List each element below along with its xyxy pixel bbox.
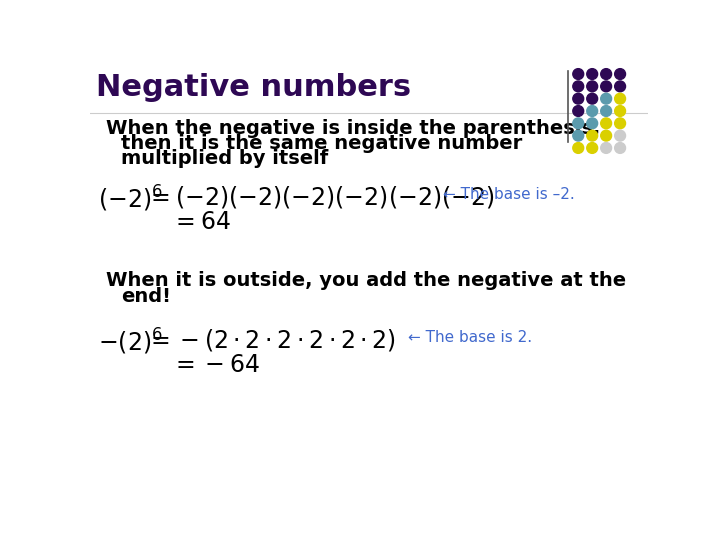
Circle shape — [600, 93, 611, 104]
Circle shape — [615, 93, 626, 104]
Text: When the negative is inside the parenthesis,: When the negative is inside the parenthe… — [106, 119, 600, 138]
Circle shape — [600, 143, 611, 153]
Circle shape — [600, 106, 611, 117]
Text: Negative numbers: Negative numbers — [96, 72, 411, 102]
Text: end!: end! — [121, 287, 171, 306]
Circle shape — [573, 81, 584, 92]
Circle shape — [587, 130, 598, 141]
Text: multiplied by itself: multiplied by itself — [121, 150, 328, 168]
Circle shape — [615, 130, 626, 141]
Circle shape — [615, 106, 626, 117]
Text: then it is the same negative number: then it is the same negative number — [121, 134, 522, 153]
Circle shape — [600, 118, 611, 129]
Circle shape — [587, 143, 598, 153]
Circle shape — [600, 130, 611, 141]
Text: $-(2)^6$: $-(2)^6$ — [98, 327, 163, 357]
Text: When it is outside, you add the negative at the: When it is outside, you add the negative… — [106, 271, 626, 290]
Circle shape — [587, 81, 598, 92]
Circle shape — [615, 81, 626, 92]
Text: $= (-2)(-2)(-2)(-2)(-2)(-2)$: $= (-2)(-2)(-2)(-2)(-2)(-2)$ — [145, 184, 494, 210]
Text: $= -64$: $= -64$ — [171, 353, 260, 377]
Circle shape — [587, 69, 598, 79]
Circle shape — [573, 69, 584, 79]
Text: ← The base is –2.: ← The base is –2. — [443, 187, 575, 202]
Text: $(-2)^6$: $(-2)^6$ — [98, 184, 163, 214]
Circle shape — [573, 118, 584, 129]
Circle shape — [573, 93, 584, 104]
Text: $= 64$: $= 64$ — [171, 211, 231, 234]
Circle shape — [587, 118, 598, 129]
Circle shape — [573, 143, 584, 153]
Circle shape — [615, 143, 626, 153]
Circle shape — [587, 106, 598, 117]
Circle shape — [573, 106, 584, 117]
Text: ← The base is 2.: ← The base is 2. — [408, 330, 532, 345]
Circle shape — [615, 69, 626, 79]
Circle shape — [587, 93, 598, 104]
Circle shape — [573, 130, 584, 141]
Circle shape — [600, 81, 611, 92]
Circle shape — [615, 118, 626, 129]
Circle shape — [600, 69, 611, 79]
Text: $= -(2 \cdot 2 \cdot 2 \cdot 2 \cdot 2 \cdot 2)$: $= -(2 \cdot 2 \cdot 2 \cdot 2 \cdot 2 \… — [145, 327, 396, 353]
